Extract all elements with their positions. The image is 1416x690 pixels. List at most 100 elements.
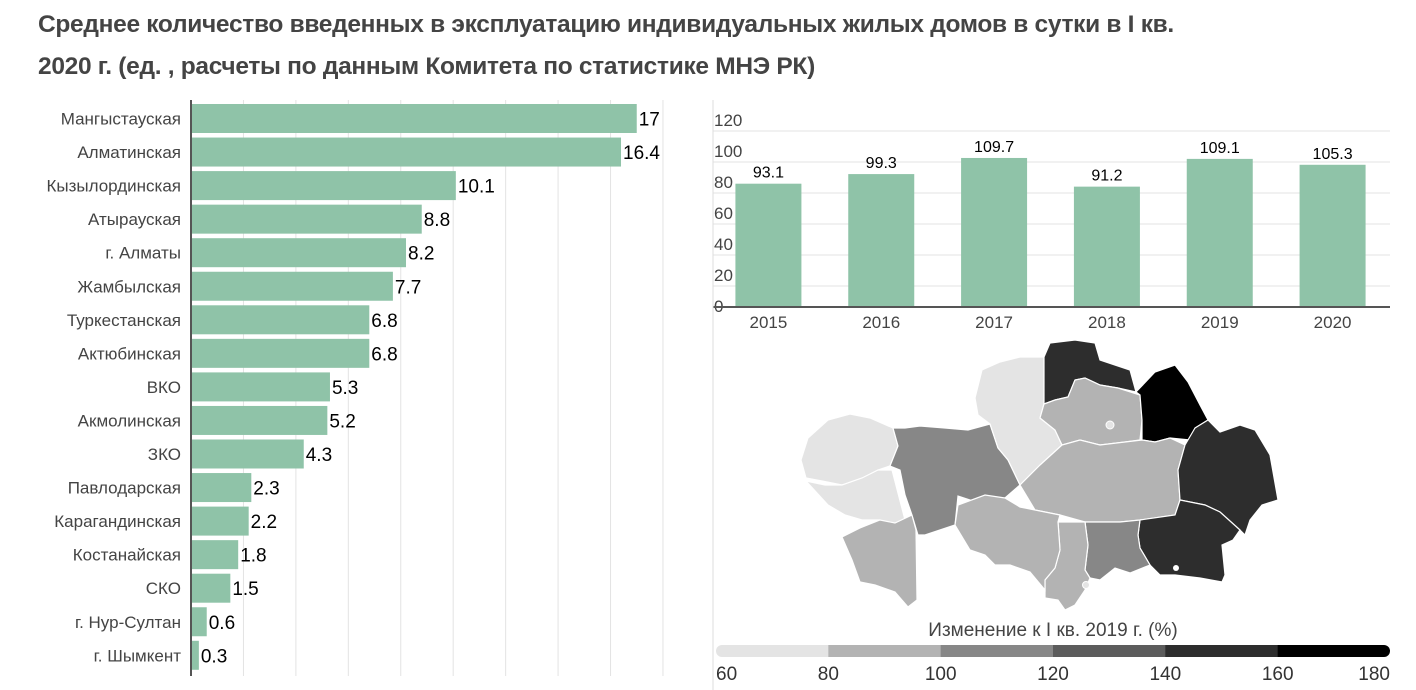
map-region-mangystau — [841, 514, 918, 608]
legend-tick-label: 140 — [1149, 664, 1181, 685]
y-tick-label: 120 — [714, 111, 742, 130]
value-label: 5.2 — [329, 411, 355, 432]
map-city-nur-sultan — [1105, 420, 1115, 430]
value-label: 8.8 — [424, 210, 450, 231]
category-label: Акмолинская — [78, 411, 181, 430]
category-label: Кызылординская — [46, 177, 181, 196]
y-tick-label: 20 — [714, 266, 733, 285]
bar — [191, 204, 422, 234]
bar — [191, 439, 304, 469]
value-label: 17 — [639, 110, 660, 131]
bar — [191, 540, 239, 570]
map-city-shymkent — [1082, 581, 1090, 589]
value-label: 16.4 — [623, 143, 660, 164]
legend-tick-label: 100 — [925, 664, 957, 685]
category-label: Павлодарская — [68, 479, 181, 498]
y-tick-label: 40 — [714, 235, 733, 254]
category-label: г. Шымкент — [94, 646, 182, 665]
chart-title: Среднее количество введенных в эксплуата… — [38, 4, 1398, 88]
chart-title-line-2: 2020 г. (ед. , расчеты по данным Комитет… — [38, 53, 815, 80]
value-label: 109.7 — [974, 139, 1014, 156]
legend-tick-label: 160 — [1262, 664, 1294, 685]
bar — [191, 338, 370, 368]
value-label: 1.8 — [240, 546, 266, 567]
category-label: Мангыстауская — [61, 110, 181, 129]
legend-tick-label: 180 — [1358, 664, 1390, 685]
kazakhstan-choropleth-map — [800, 339, 1279, 611]
legend-swatch — [1277, 645, 1390, 657]
value-label: 8.2 — [408, 244, 434, 265]
bar — [191, 137, 622, 167]
x-tick-label: 2016 — [862, 313, 900, 332]
x-tick-label: 2019 — [1201, 313, 1239, 332]
y-tick-label: 60 — [714, 204, 733, 223]
bar — [191, 171, 456, 201]
bar — [191, 372, 330, 402]
map-legend: Изменение к I кв. 2019 г. (%) 60 80 100 120… — [716, 620, 1390, 685]
category-label: Атырауская — [88, 210, 181, 229]
bar — [191, 405, 328, 435]
value-label: 93.1 — [753, 165, 784, 182]
category-label: Туркестанская — [67, 311, 181, 330]
value-label: 99.3 — [866, 155, 897, 172]
legend-tick-label: 60 — [716, 664, 737, 685]
yearly-column-chart: 02040608010012093.1201599.32016109.72017… — [712, 100, 1390, 690]
legend-tick-label: 120 — [1037, 664, 1069, 685]
category-label: СКО — [146, 579, 181, 598]
value-label: 5.3 — [332, 378, 358, 399]
chart-title-line-1: Среднее количество введенных в эксплуата… — [38, 11, 1174, 38]
legend-swatch — [940, 645, 1054, 657]
bar — [191, 573, 231, 603]
bar — [191, 640, 199, 670]
column — [735, 183, 802, 306]
bar — [191, 473, 252, 503]
map-region-kyzylorda — [954, 494, 1061, 592]
legend-swatch — [1165, 645, 1279, 657]
value-label: 6.8 — [371, 311, 397, 332]
column — [1186, 158, 1253, 306]
value-label: 105.3 — [1313, 146, 1353, 163]
x-tick-label: 2017 — [975, 313, 1013, 332]
bar — [191, 305, 370, 335]
value-label: 0.3 — [201, 646, 227, 667]
value-label: 7.7 — [395, 277, 421, 298]
value-label: 4.3 — [306, 445, 332, 466]
bar — [191, 271, 393, 301]
x-tick-label: 2015 — [750, 313, 788, 332]
regional-bar-chart: Мангыстауская 17 Алматинская 16.4 Кызылордин… — [46, 100, 664, 676]
value-label: 10.1 — [458, 177, 495, 198]
category-label: Алматинская — [77, 143, 181, 162]
column — [1073, 186, 1140, 306]
legend-title: Изменение к I кв. 2019 г. (%) — [928, 620, 1177, 641]
category-label: Костанайская — [73, 546, 181, 565]
column — [1299, 164, 1366, 306]
category-label: ВКО — [147, 378, 181, 397]
bar — [191, 104, 637, 133]
category-label: Карагандинская — [54, 512, 181, 531]
category-label: г. Нур-Султан — [75, 613, 181, 632]
value-label: 91.2 — [1091, 168, 1122, 185]
category-label: Жамбылская — [77, 277, 181, 296]
y-tick-label: 80 — [714, 173, 733, 192]
y-tick-label: 100 — [714, 142, 742, 161]
map-city-almaty — [1173, 565, 1179, 571]
value-label: 6.8 — [371, 344, 397, 365]
bar — [191, 506, 249, 536]
legend-tick-label: 80 — [818, 664, 839, 685]
x-tick-label: 2018 — [1088, 313, 1126, 332]
legend-swatch — [828, 645, 942, 657]
column — [961, 157, 1028, 306]
category-label: ЗКО — [148, 445, 181, 464]
value-label: 1.5 — [232, 579, 258, 600]
column — [848, 174, 915, 306]
legend-swatch — [1053, 645, 1166, 657]
bar — [191, 238, 407, 268]
x-tick-label: 2020 — [1314, 313, 1352, 332]
category-label: Актюбинская — [78, 344, 181, 363]
value-label: 2.3 — [253, 479, 279, 500]
value-label: 109.1 — [1200, 140, 1240, 157]
value-label: 2.2 — [251, 512, 277, 533]
category-label: г. Алматы — [105, 244, 181, 263]
value-label: 0.6 — [209, 613, 235, 634]
